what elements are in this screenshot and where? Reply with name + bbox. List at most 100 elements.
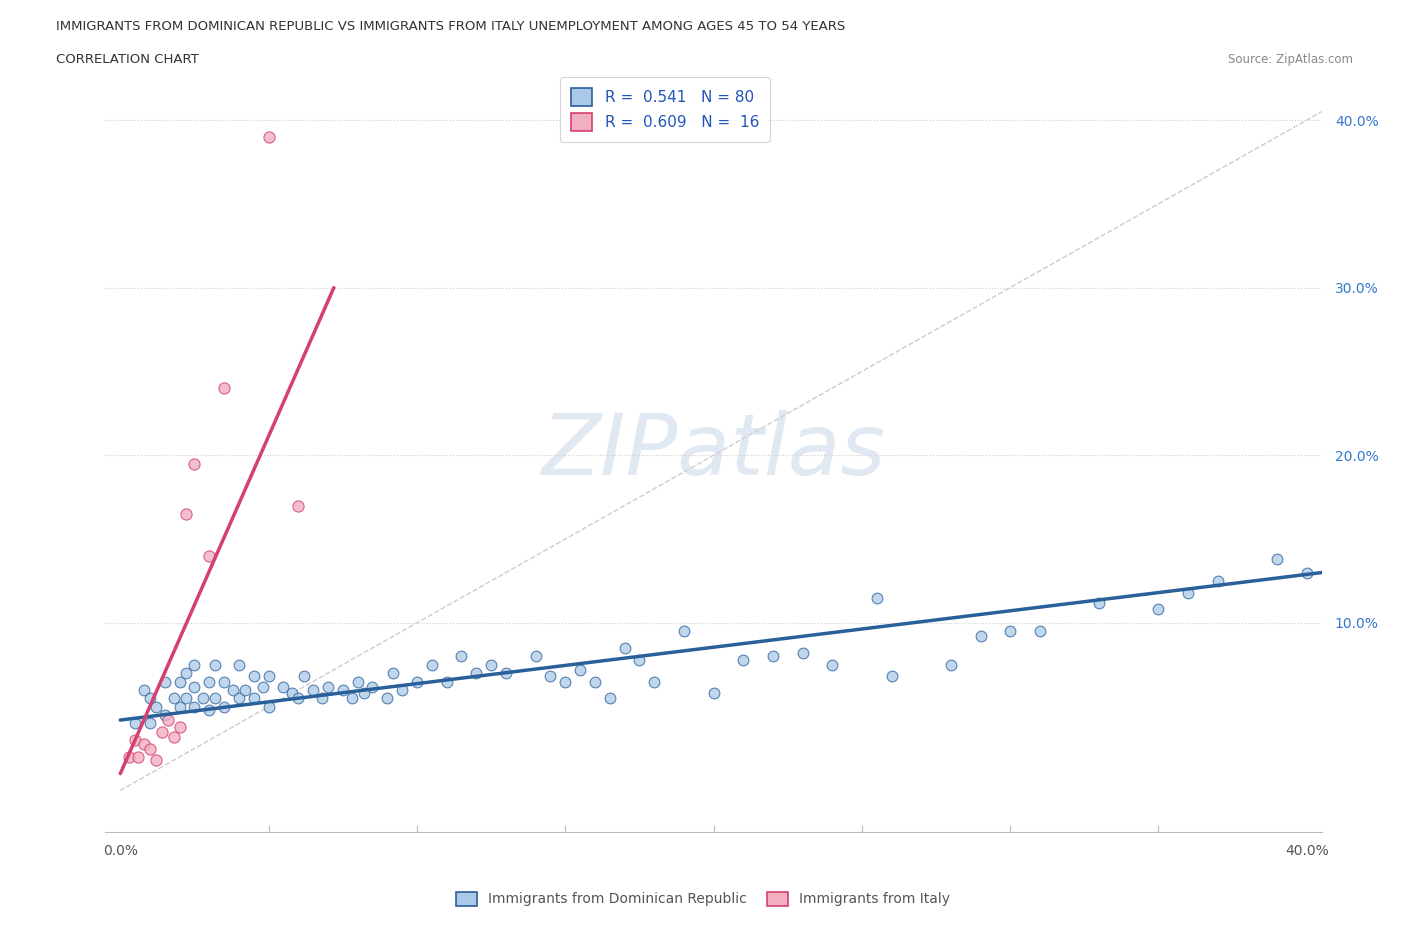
Point (866, 591, 889, 605)
Point (1088, 595, 1111, 610)
Text: Source: ZipAtlas.com: Source: ZipAtlas.com (1227, 53, 1353, 66)
Text: IMMIGRANTS FROM DOMINICAN REPUBLIC VS IMMIGRANTS FROM ITALY UNEMPLOYMENT AMONG A: IMMIGRANTS FROM DOMINICAN REPUBLIC VS IM… (56, 20, 845, 33)
Point (212, 699, 235, 714)
Point (1265, 551, 1288, 566)
Point (1177, 585, 1199, 600)
Point (406, 674, 429, 689)
Point (450, 649, 472, 664)
Point (436, 674, 458, 689)
Point (174, 666, 197, 681)
Point (628, 652, 651, 667)
Point (1029, 624, 1052, 639)
Point (792, 645, 814, 660)
Point (391, 683, 413, 698)
Point (127, 750, 149, 764)
Point (204, 691, 226, 706)
Text: CORRELATION CHART: CORRELATION CHART (56, 53, 200, 66)
Point (212, 380, 235, 395)
Point (302, 683, 325, 698)
Point (316, 679, 339, 694)
Point (569, 662, 592, 677)
Point (599, 691, 621, 706)
Point (174, 507, 197, 522)
Point (233, 683, 256, 698)
Point (583, 674, 606, 689)
Point (150, 724, 173, 739)
Point (163, 691, 186, 706)
Point (124, 733, 146, 748)
Point (821, 658, 844, 672)
Point (212, 674, 235, 689)
Point (1295, 565, 1317, 580)
Point (163, 729, 186, 744)
Point (495, 666, 517, 681)
Point (198, 549, 221, 564)
Point (174, 691, 197, 706)
Point (998, 624, 1021, 639)
Point (169, 719, 191, 734)
Point (1206, 574, 1229, 589)
Point (733, 652, 755, 667)
Point (287, 691, 309, 706)
Point (139, 741, 162, 756)
Legend: Immigrants from Dominican Republic, Immigrants from Italy: Immigrants from Dominican Republic, Immi… (450, 886, 956, 912)
Point (479, 658, 502, 672)
Point (139, 716, 162, 731)
Point (287, 498, 309, 513)
Point (340, 691, 363, 706)
Point (762, 649, 785, 664)
Point (153, 708, 176, 723)
Point (939, 658, 962, 672)
Point (969, 629, 991, 644)
Point (156, 712, 179, 727)
Point (169, 699, 191, 714)
Point (118, 750, 141, 764)
Point (252, 679, 274, 694)
Point (198, 674, 221, 689)
Point (139, 691, 162, 706)
Point (198, 702, 221, 717)
Point (183, 658, 205, 672)
Point (880, 669, 903, 684)
Point (183, 457, 205, 472)
Point (169, 674, 191, 689)
Point (281, 685, 304, 700)
Point (361, 679, 384, 694)
Point (257, 129, 280, 144)
Point (204, 658, 226, 672)
Point (132, 683, 155, 698)
Point (228, 691, 250, 706)
Point (145, 753, 167, 768)
Point (524, 649, 547, 664)
Point (153, 674, 176, 689)
Text: ZIPatlas: ZIPatlas (541, 409, 886, 493)
Point (420, 658, 443, 672)
Point (613, 641, 636, 656)
Point (672, 624, 695, 639)
Point (346, 674, 368, 689)
Point (382, 666, 405, 681)
Point (643, 674, 665, 689)
Point (702, 685, 725, 700)
Point (193, 691, 215, 706)
Point (375, 691, 398, 706)
Point (257, 669, 280, 684)
Point (228, 658, 250, 672)
Point (554, 674, 576, 689)
Point (183, 699, 205, 714)
Point (1147, 602, 1170, 617)
Point (292, 669, 315, 684)
Point (465, 666, 488, 681)
Point (222, 683, 245, 698)
Point (183, 679, 205, 694)
Point (242, 669, 264, 684)
Point (132, 736, 155, 751)
Point (273, 679, 295, 694)
Point (145, 699, 167, 714)
Point (353, 685, 375, 700)
Legend: R =  0.541   N = 80, R =  0.609   N =  16: R = 0.541 N = 80, R = 0.609 N = 16 (560, 77, 769, 141)
Point (311, 691, 333, 706)
Point (242, 691, 264, 706)
Point (257, 699, 280, 714)
Point (124, 716, 146, 731)
